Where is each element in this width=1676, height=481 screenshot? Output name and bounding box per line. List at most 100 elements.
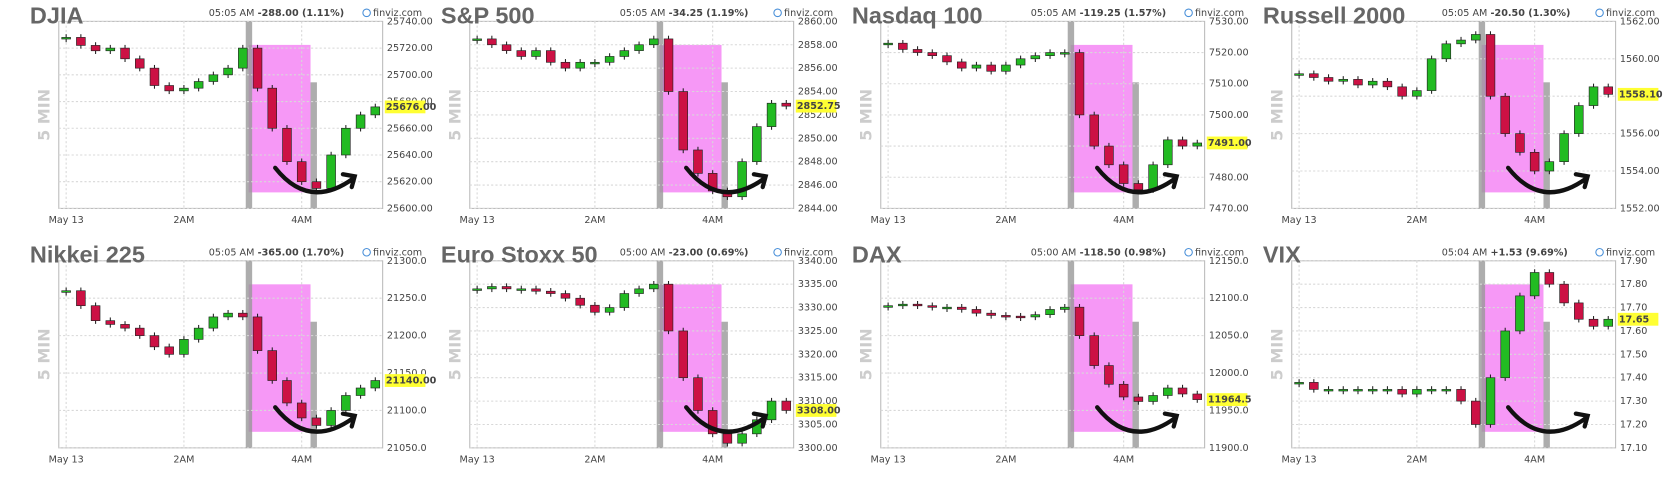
last-price-box — [795, 404, 837, 417]
candle — [1104, 145, 1114, 166]
y-tick-label: 3315.00 — [798, 373, 838, 384]
y-tick-label: 25740.00 — [387, 16, 433, 27]
candle — [722, 433, 733, 444]
candle — [1515, 295, 1525, 332]
candle — [1471, 400, 1481, 425]
candle — [604, 56, 615, 63]
candle — [1500, 330, 1510, 379]
candle — [326, 410, 336, 426]
candle — [575, 297, 585, 306]
y-tick-label: 2850.00 — [798, 133, 838, 144]
x-tick-label: May 13 — [1282, 215, 1317, 226]
candle — [1118, 383, 1129, 398]
x-tick-label: May 13 — [460, 215, 495, 226]
y-tick-label: 1560.00 — [1620, 54, 1660, 65]
time-label: 05:00 AM — [1031, 247, 1077, 258]
x-tick-label: 2AM — [173, 455, 194, 466]
candle — [1412, 389, 1422, 395]
y-tick-label: 2844.00 — [798, 203, 838, 214]
candle — [752, 126, 762, 162]
candle — [986, 64, 996, 72]
x-tick-label: 2AM — [1406, 215, 1427, 226]
x-tick-label: 2AM — [584, 215, 605, 226]
candle — [1367, 389, 1378, 392]
candle — [604, 307, 615, 313]
x-tick-label: May 13 — [49, 455, 84, 466]
candle — [1574, 105, 1584, 134]
x-tick-label: 2AM — [173, 215, 194, 226]
candle — [956, 306, 967, 310]
candle — [1544, 161, 1555, 172]
annotation-arrow — [684, 165, 769, 195]
y-tick-label: 25620.00 — [387, 177, 433, 188]
y-tick-label: 7500.00 — [1209, 110, 1249, 121]
last-price-label: 7491.00 — [1208, 138, 1252, 149]
candle — [1338, 79, 1349, 82]
y-tick-label: 17.70 — [1620, 303, 1648, 314]
last-price-box — [1206, 393, 1248, 407]
y-tick-label: 11900.0 — [1209, 443, 1249, 454]
chart-title: Euro Stoxx 50 — [441, 242, 598, 268]
candle — [883, 42, 893, 46]
candle — [1426, 389, 1437, 392]
x-tick-label: 2AM — [995, 455, 1016, 466]
marker-bar — [245, 260, 253, 448]
source-icon — [1184, 247, 1193, 257]
candle — [516, 288, 527, 291]
x-tick-label: 2AM — [1406, 455, 1427, 466]
y-tick-label: 2846.00 — [798, 180, 838, 191]
candle — [883, 305, 893, 308]
candle — [1030, 314, 1041, 318]
candle — [90, 45, 101, 52]
candle — [311, 417, 322, 426]
candle — [1544, 272, 1555, 285]
chart-panel: 2844.00 2846.00 2848.00 2850.00 2852.00 2854.… — [441, 2, 841, 226]
candle — [238, 312, 248, 318]
y-tick-label: 12100.0 — [1209, 293, 1249, 304]
last-price-label: 11964.5 — [1208, 395, 1252, 406]
chart-title: VIX — [1263, 242, 1301, 268]
candle — [1030, 55, 1041, 60]
candle — [1397, 86, 1407, 97]
x-tick-label: 4AM — [702, 455, 723, 466]
candle — [370, 380, 381, 389]
candle — [135, 327, 145, 336]
candle — [1441, 43, 1452, 60]
y-tick-label: 12150.0 — [1209, 256, 1249, 267]
candle — [1412, 90, 1422, 97]
y-tick-label: 17.20 — [1620, 419, 1648, 430]
candle — [531, 288, 541, 292]
last-price-label: 21140.00 — [386, 376, 437, 387]
candle — [120, 47, 130, 60]
candle — [267, 87, 277, 129]
annotation-arrow — [1095, 165, 1180, 195]
candle — [1133, 183, 1144, 191]
y-tick-label: 21100.0 — [387, 405, 427, 416]
candle — [898, 303, 908, 307]
x-tick-label: 4AM — [291, 455, 312, 466]
change-label: -365.00 (1.70%) — [258, 247, 345, 258]
y-tick-label: 7510.00 — [1209, 79, 1249, 90]
y-tick-label: 25700.00 — [387, 70, 433, 81]
x-tick-label: May 13 — [871, 215, 906, 226]
time-label: 05:05 AM — [1442, 8, 1488, 19]
candle — [1177, 139, 1188, 147]
candle — [781, 400, 792, 411]
candle — [1353, 79, 1363, 86]
candle — [179, 87, 189, 92]
candle — [912, 49, 923, 53]
candle — [590, 304, 600, 313]
y-tick-label: 21250.0 — [387, 293, 427, 304]
last-price-box — [384, 100, 426, 114]
last-price-label: 25676.00 — [386, 102, 437, 113]
x-tick-label: 4AM — [1113, 455, 1134, 466]
y-axis-label: 5 MIN — [1267, 89, 1286, 141]
x-tick-label: 4AM — [1524, 215, 1545, 226]
y-tick-label: 17.40 — [1620, 373, 1648, 384]
candle — [120, 324, 130, 329]
candle — [76, 37, 86, 46]
marker-bar — [1132, 321, 1139, 448]
y-tick-label: 1556.00 — [1620, 129, 1660, 140]
source-label: finviz.com — [373, 8, 422, 19]
candle — [1397, 389, 1407, 395]
